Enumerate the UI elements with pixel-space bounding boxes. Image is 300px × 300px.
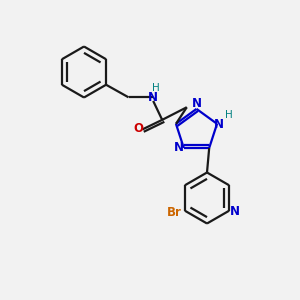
Text: N: N bbox=[174, 142, 184, 154]
Text: H: H bbox=[152, 83, 160, 93]
Text: O: O bbox=[134, 122, 143, 135]
Text: N: N bbox=[230, 205, 240, 218]
Text: N: N bbox=[214, 118, 224, 131]
Text: N: N bbox=[192, 97, 202, 110]
Text: N: N bbox=[148, 91, 158, 104]
Text: Br: Br bbox=[167, 206, 182, 219]
Text: H: H bbox=[225, 110, 232, 120]
